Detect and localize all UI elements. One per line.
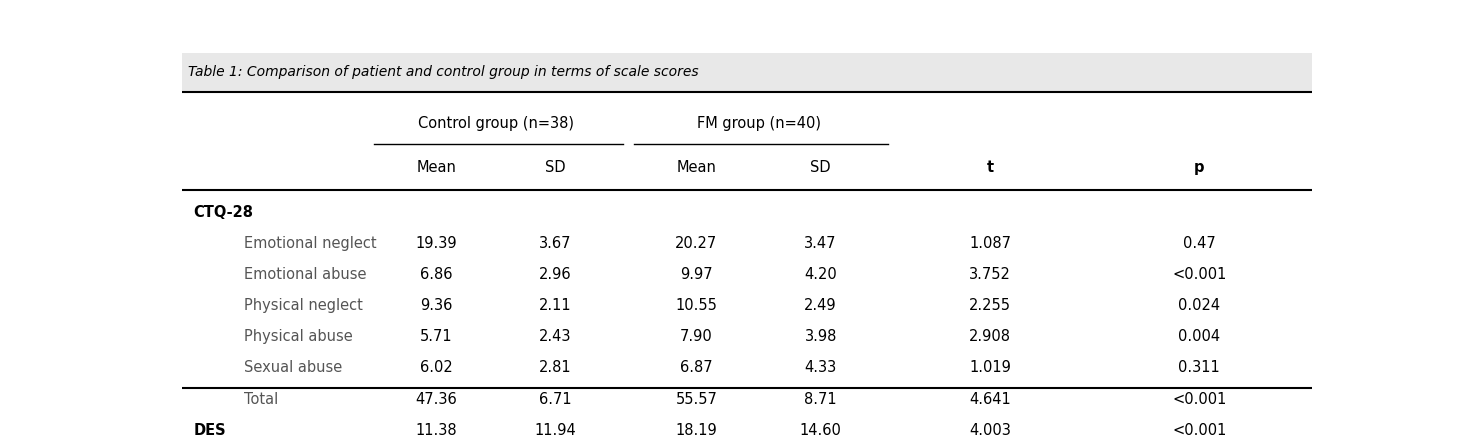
Text: 18.19: 18.19	[675, 423, 717, 438]
Text: 1.019: 1.019	[970, 360, 1010, 375]
Text: 4.33: 4.33	[805, 360, 837, 375]
Text: 2.43: 2.43	[539, 329, 572, 344]
Text: p: p	[1194, 161, 1204, 176]
Text: Table 1: Comparison of patient and control group in terms of scale scores: Table 1: Comparison of patient and contr…	[188, 65, 698, 79]
Text: 4.641: 4.641	[970, 392, 1010, 407]
Text: 14.60: 14.60	[800, 423, 841, 438]
Text: 11.94: 11.94	[534, 423, 576, 438]
Text: 10.55: 10.55	[675, 298, 717, 313]
Text: 3.752: 3.752	[970, 267, 1010, 282]
Text: 0.004: 0.004	[1178, 329, 1220, 344]
Text: 2.908: 2.908	[970, 329, 1012, 344]
Text: 3.47: 3.47	[805, 236, 837, 251]
Text: <0.001: <0.001	[1172, 392, 1226, 407]
Text: 4.20: 4.20	[805, 267, 837, 282]
Text: 20.27: 20.27	[675, 236, 717, 251]
Text: FM group (n=40): FM group (n=40)	[697, 117, 821, 132]
Text: 5.71: 5.71	[420, 329, 453, 344]
Text: 3.67: 3.67	[539, 236, 572, 251]
Text: 55.57: 55.57	[675, 392, 717, 407]
Text: 2.49: 2.49	[805, 298, 837, 313]
Text: 6.87: 6.87	[679, 360, 713, 375]
Text: 2.11: 2.11	[539, 298, 572, 313]
Text: DES: DES	[194, 423, 226, 438]
Text: 8.71: 8.71	[805, 392, 837, 407]
Text: Mean: Mean	[417, 161, 456, 176]
Text: Mean: Mean	[677, 161, 716, 176]
Text: 11.38: 11.38	[416, 423, 458, 438]
Text: Physical abuse: Physical abuse	[245, 329, 353, 344]
Text: Control group (n=38): Control group (n=38)	[418, 117, 574, 132]
Text: SD: SD	[811, 161, 831, 176]
Text: Physical neglect: Physical neglect	[245, 298, 363, 313]
Text: CTQ-28: CTQ-28	[194, 205, 254, 220]
Text: Emotional neglect: Emotional neglect	[245, 236, 378, 251]
Text: 7.90: 7.90	[679, 329, 713, 344]
Text: 9.97: 9.97	[679, 267, 713, 282]
Text: 47.36: 47.36	[416, 392, 458, 407]
Text: 1.087: 1.087	[970, 236, 1012, 251]
Text: 6.71: 6.71	[539, 392, 572, 407]
FancyBboxPatch shape	[182, 53, 1312, 92]
Text: <0.001: <0.001	[1172, 423, 1226, 438]
Text: 9.36: 9.36	[420, 298, 452, 313]
Text: 0.024: 0.024	[1178, 298, 1220, 313]
Text: 2.255: 2.255	[970, 298, 1012, 313]
Text: 6.02: 6.02	[420, 360, 453, 375]
Text: Emotional abuse: Emotional abuse	[245, 267, 367, 282]
Text: Total: Total	[245, 392, 278, 407]
Text: 19.39: 19.39	[416, 236, 458, 251]
Text: 0.311: 0.311	[1178, 360, 1220, 375]
Text: Sexual abuse: Sexual abuse	[245, 360, 343, 375]
Text: SD: SD	[545, 161, 566, 176]
Text: 4.003: 4.003	[970, 423, 1010, 438]
Text: 6.86: 6.86	[420, 267, 453, 282]
Text: 0.47: 0.47	[1182, 236, 1216, 251]
Text: 2.96: 2.96	[539, 267, 572, 282]
Text: <0.001: <0.001	[1172, 267, 1226, 282]
Text: t: t	[987, 161, 994, 176]
Text: 3.98: 3.98	[805, 329, 837, 344]
Text: 2.81: 2.81	[539, 360, 572, 375]
